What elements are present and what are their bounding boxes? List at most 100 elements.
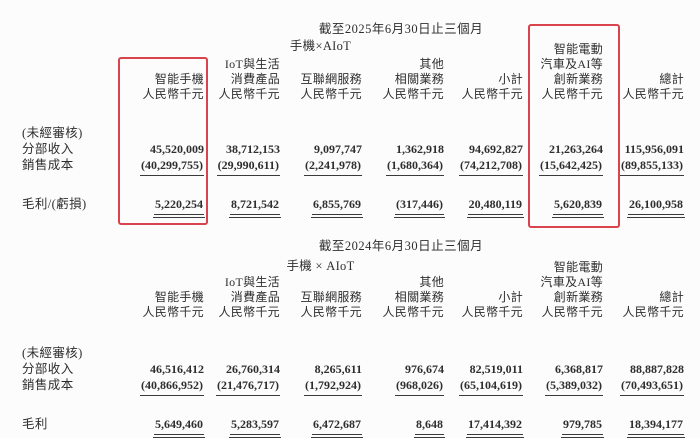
column-header-smart-ev-ai: 智能電動 汽車及AI等 創新業務 人民幣千元: [523, 42, 603, 102]
header-line: 智能電動: [553, 42, 603, 56]
value-cell: (15,642,425): [523, 157, 603, 176]
row-label-spacer: [22, 260, 118, 320]
column-header-smart-ev-ai: 智能電動 汽車及AI等 創新業務 人民幣千元: [523, 260, 603, 320]
value-cell: 21,263,264: [523, 141, 603, 157]
value: (29,990,611): [216, 157, 280, 176]
value: 8,721,542: [229, 196, 281, 218]
unaudited-label: (未經審核): [22, 126, 83, 140]
header-line: 汽車及AI等: [540, 275, 603, 289]
value: 115,956,091: [624, 142, 684, 156]
period-row-2024: 截至2024年6月30日止三個月: [22, 239, 700, 253]
value: (1,792,924): [304, 377, 362, 396]
value: (65,104,619): [459, 377, 523, 396]
header-line: 人民幣千元: [461, 305, 523, 319]
value: (74,212,708): [459, 157, 523, 176]
header-line: 人民幣千元: [300, 87, 362, 101]
value: 1,362,918: [396, 142, 444, 156]
gross-profit-row-2025: 毛利/(虧損) 5,220,254 8,721,542 6,855,769 (3…: [22, 196, 700, 218]
value: 82,519,011: [469, 362, 523, 376]
value-cell: 5,220,254: [118, 196, 205, 218]
value-cell: 1,362,918: [362, 141, 444, 157]
value: 5,283,597: [229, 416, 281, 438]
column-header-total: 總計 人民幣千元: [603, 260, 684, 320]
value-cell: (21,476,717): [204, 377, 280, 396]
row-label-spacer: [22, 42, 118, 102]
value-cell: 115,956,091: [603, 141, 684, 157]
header-line: 小計: [498, 72, 523, 86]
header-line: 人民幣千元: [382, 305, 444, 319]
header-line: 汽車及AI等: [540, 57, 603, 71]
value-cell: 26,100,958: [603, 196, 685, 218]
column-header-internet-services: 互聯網服務 人民幣千元: [280, 42, 362, 102]
value: 6,472,687: [311, 416, 363, 438]
column-header-internet-services: 互聯網服務 人民幣千元: [280, 260, 362, 320]
period-title-2024: 截至2024年6月30日止三個月: [318, 239, 484, 253]
header-line: 人民幣千元: [300, 305, 362, 319]
header-line: 消費產品: [230, 290, 280, 304]
header-line: 總計: [659, 290, 684, 304]
value-cell: 6,368,817: [523, 361, 603, 377]
value-cell: (74,212,708): [444, 157, 523, 176]
value-cell: (40,866,952): [118, 377, 204, 396]
header-line: 人民幣千元: [622, 305, 684, 319]
value: 38,712,153: [226, 142, 280, 156]
unaudited-label: (未經審核): [22, 346, 83, 360]
cost-of-sales-row-2024: 銷售成本 (40,866,952) (21,476,717) (1,792,92…: [22, 377, 700, 396]
value: 5,620,839: [552, 196, 604, 218]
group-header-phone-aiot-2025: 手機×AIoT: [289, 39, 352, 53]
column-header-subtotal: 小計 人民幣千元: [444, 260, 523, 320]
value: 20,480,119: [466, 196, 525, 218]
value-cell: 5,649,460: [118, 416, 205, 438]
row-label-cost-of-sales: 銷售成本: [22, 378, 74, 392]
header-line: 創新業務: [553, 72, 603, 86]
value-cell: 20,480,119: [444, 196, 525, 218]
value-cell: (29,990,611): [204, 157, 280, 176]
header-line: 智能手機: [154, 290, 204, 304]
value-cell: (2,241,978): [280, 157, 362, 176]
header-line: 人民幣千元: [382, 87, 444, 101]
value: 5,649,460: [153, 416, 205, 438]
value-cell: 38,712,153: [204, 141, 280, 157]
value-cell: 8,648: [362, 416, 445, 438]
header-line: 總計: [659, 72, 684, 86]
header-line: 其他: [419, 275, 444, 289]
row-label-gross-profit: 毛利: [22, 417, 48, 431]
value: 8,648: [414, 416, 445, 438]
row-label-gross-profit: 毛利/(虧損): [22, 197, 87, 211]
value: 26,760,314: [226, 362, 280, 376]
column-headers-2024: 智能手機 人民幣千元 IoT與生活 消費產品 人民幣千元 互聯網服務 人民幣千元…: [22, 260, 700, 320]
value: 6,368,817: [555, 362, 603, 376]
unaudited-row-2024: (未經審核): [22, 345, 700, 361]
header-line: 人民幣千元: [142, 305, 204, 319]
header-line: 人民幣千元: [218, 87, 280, 101]
gross-profit-row-2024: 毛利 5,649,460 5,283,597 6,472,687 8,648 1…: [22, 416, 700, 438]
header-line: 創新業務: [553, 290, 603, 304]
header-line: 互聯網服務: [300, 72, 362, 86]
header-line: IoT與生活: [224, 275, 280, 289]
value: (5,389,032): [545, 377, 603, 396]
value-cell: (65,104,619): [444, 377, 523, 396]
value-cell: 5,620,839: [523, 196, 604, 218]
value-cell: 17,414,392: [444, 416, 524, 438]
segment-revenue-row-2024: 分部收入 46,516,412 26,760,314 8,265,611 976…: [22, 361, 700, 377]
value: (40,866,952): [140, 377, 204, 396]
header-line: 人民幣千元: [622, 87, 684, 101]
value: 88,887,828: [630, 362, 684, 376]
value: 45,520,009: [150, 142, 204, 156]
value: (1,680,364): [386, 157, 444, 176]
value-cell: 8,265,611: [280, 361, 362, 377]
header-line: 人民幣千元: [142, 87, 204, 101]
value-cell: 26,760,314: [204, 361, 280, 377]
header-line: 人民幣千元: [218, 305, 280, 319]
value-cell: (968,026): [362, 377, 444, 396]
unaudited-row-2025: (未經審核): [22, 125, 700, 141]
value-cell: 6,472,687: [280, 416, 363, 438]
header-line: 互聯網服務: [300, 290, 362, 304]
value: 5,220,254: [153, 196, 205, 218]
value-cell: (89,855,133): [603, 157, 684, 176]
period-title-2025: 截至2025年6月30日止三個月: [318, 22, 484, 36]
value: 979,785: [561, 416, 604, 438]
column-header-others-related: 其他 相關業務 人民幣千元: [362, 42, 444, 102]
value-cell: (1,680,364): [362, 157, 444, 176]
